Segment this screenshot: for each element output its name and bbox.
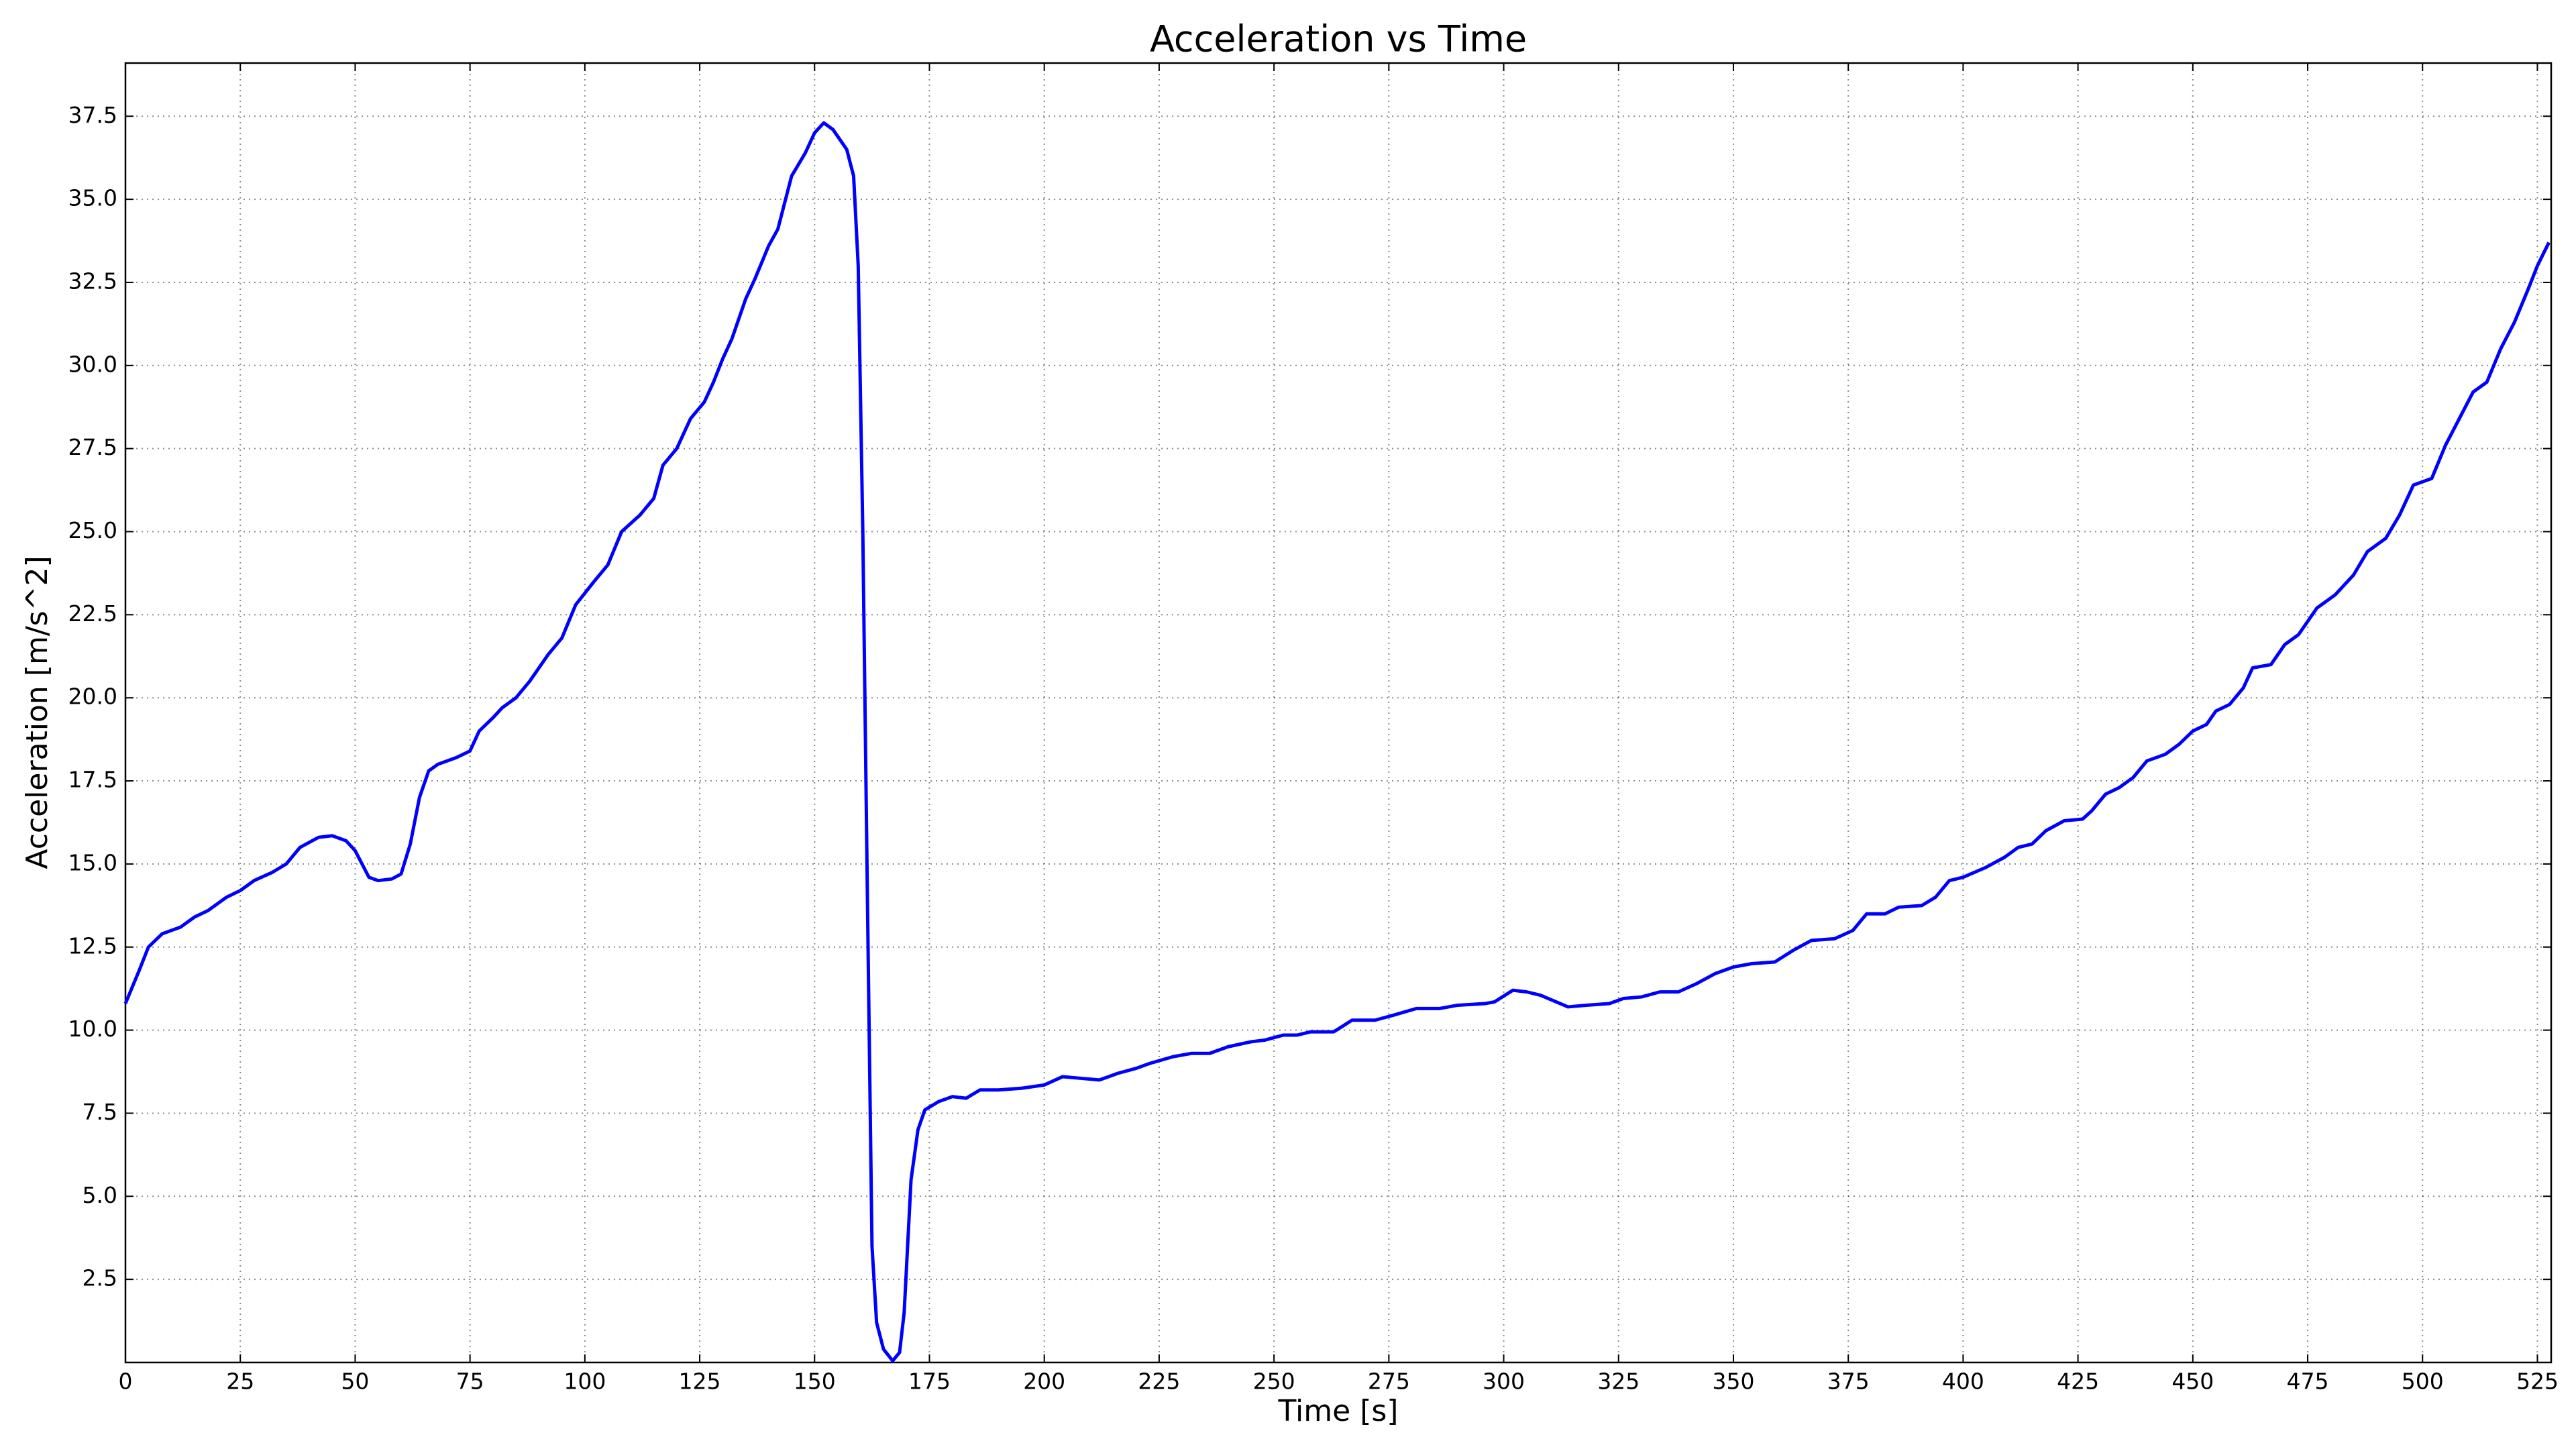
x-axis-label: Time [s] [1278, 1394, 1399, 1428]
x-tick-label: 200 [1023, 1368, 1065, 1395]
y-tick-label: 17.5 [68, 767, 117, 793]
x-tick-label: 50 [341, 1368, 369, 1395]
x-tick-label: 100 [564, 1368, 606, 1395]
chart-title: Acceleration vs Time [1150, 18, 1527, 60]
x-tick-label: 375 [1827, 1368, 1870, 1395]
y-tick-label: 12.5 [68, 932, 117, 959]
y-tick-label: 37.5 [68, 102, 117, 128]
y-tick-label: 35.0 [68, 185, 117, 211]
x-tick-label: 475 [2287, 1368, 2329, 1395]
x-tick-label: 75 [456, 1368, 484, 1395]
y-tick-label: 30.0 [68, 351, 117, 377]
data-line [123, 121, 2551, 1363]
y-tick-label: 10.0 [68, 1016, 117, 1042]
y-tick-label: 5.0 [83, 1182, 117, 1208]
x-tick-label: 225 [1138, 1368, 1180, 1395]
x-tick-label: 275 [1368, 1368, 1410, 1395]
x-tick-label: 400 [1942, 1368, 1984, 1395]
y-tick-label: 7.5 [83, 1099, 117, 1125]
y-tick-label: 2.5 [83, 1265, 117, 1291]
x-tick-label: 250 [1253, 1368, 1295, 1395]
y-axis-label: Acceleration [m/s^2] [20, 555, 54, 869]
y-tick-label: 27.5 [68, 434, 117, 460]
x-tick-label: 525 [2516, 1368, 2559, 1395]
x-tick-label: 125 [679, 1368, 721, 1395]
x-tick-label: 175 [908, 1368, 951, 1395]
x-tick-label: 150 [794, 1368, 836, 1395]
x-tick-label: 500 [2402, 1368, 2444, 1395]
y-tick-label: 20.0 [68, 684, 117, 710]
x-tick-label: 450 [2171, 1368, 2214, 1395]
y-tick-label: 22.5 [68, 600, 117, 627]
y-tick-label: 15.0 [68, 849, 117, 875]
x-tick-label: 425 [2057, 1368, 2099, 1395]
x-tick-label: 25 [226, 1368, 254, 1395]
x-tick-label: 325 [1597, 1368, 1640, 1395]
y-tick-label: 32.5 [68, 268, 117, 294]
x-tick-label: 350 [1712, 1368, 1754, 1395]
plot-frame [124, 62, 2553, 1364]
x-tick-label: 0 [119, 1368, 133, 1395]
x-tick-label: 300 [1483, 1368, 1525, 1395]
y-tick-label: 25.0 [68, 517, 117, 543]
